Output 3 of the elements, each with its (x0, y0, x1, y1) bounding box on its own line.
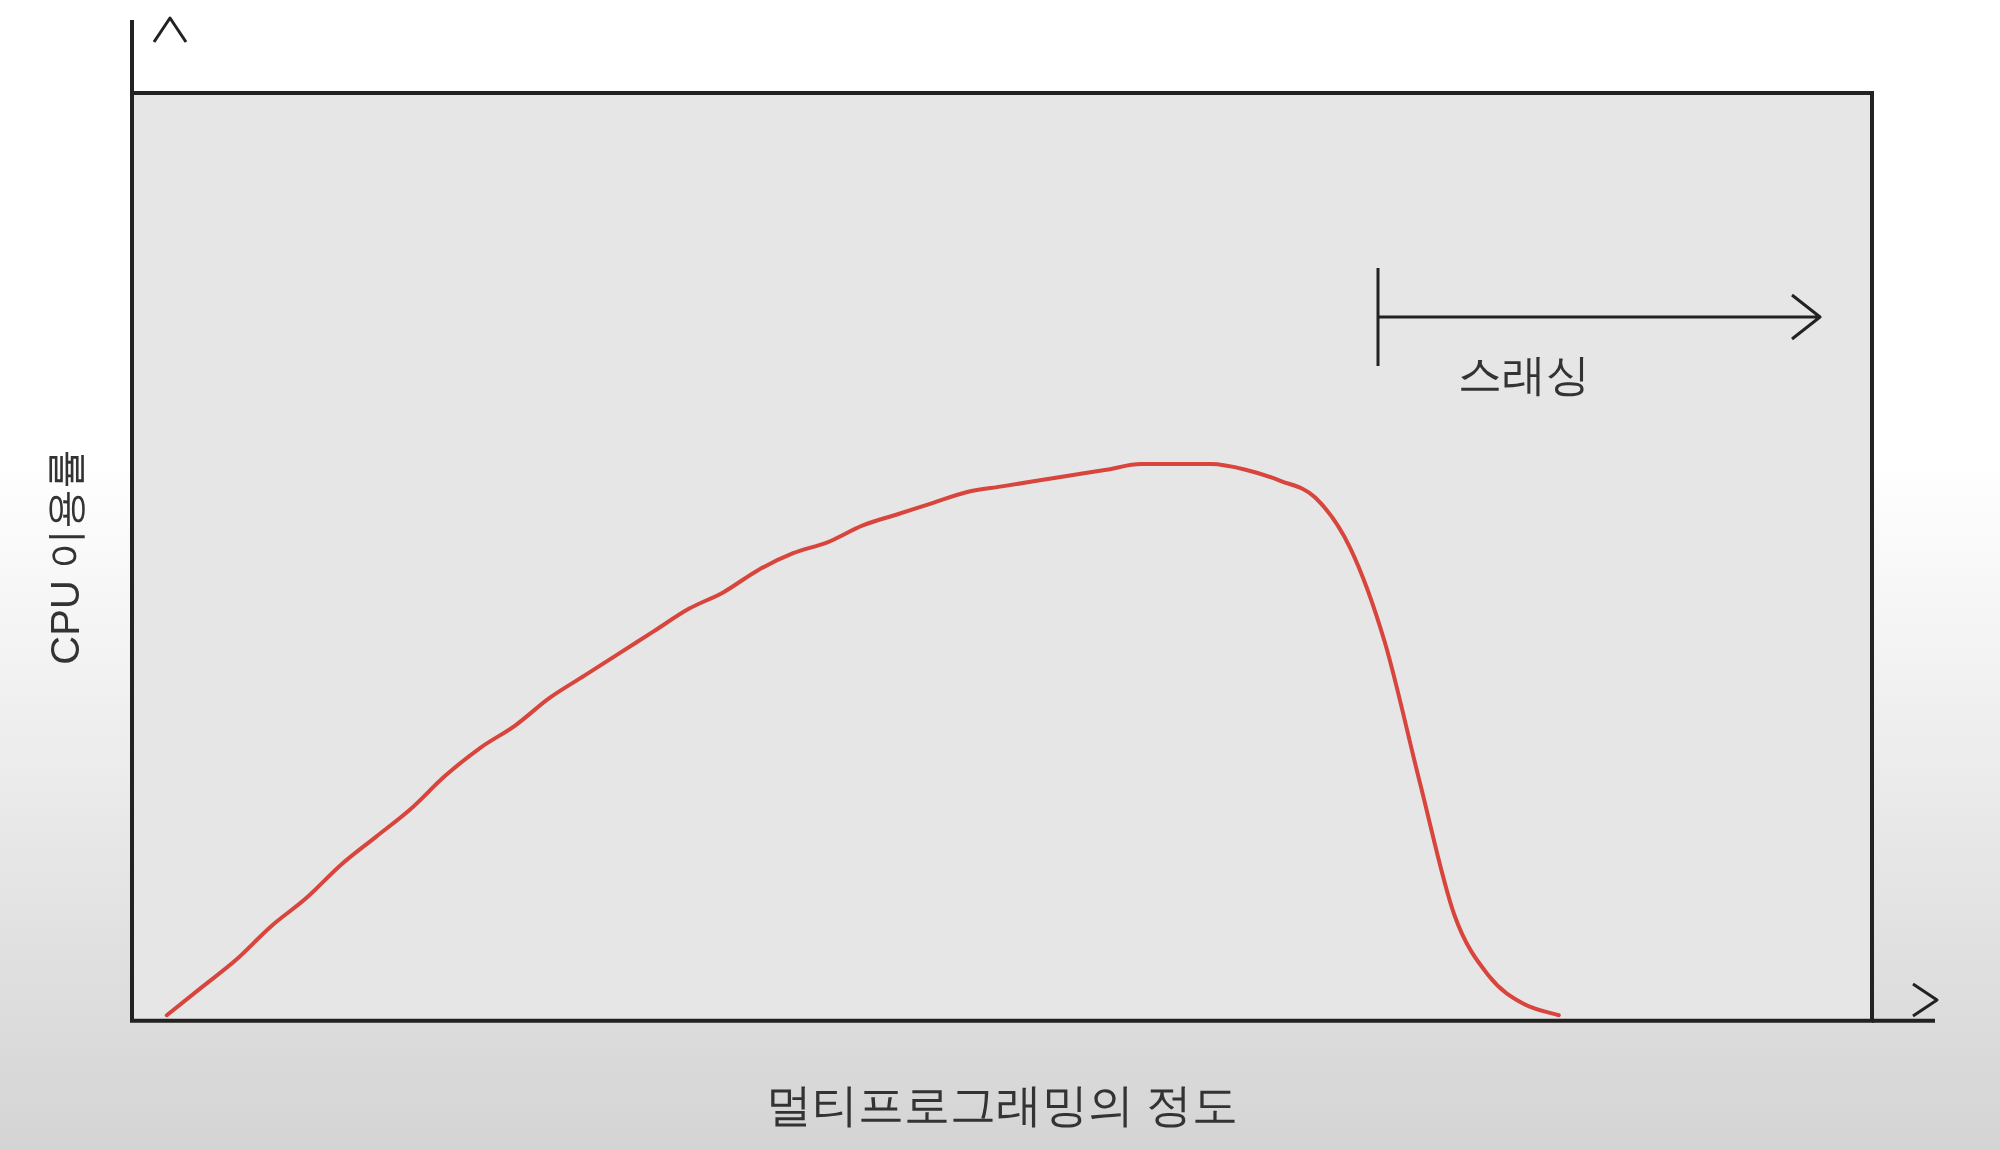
x-axis-title: 멀티프로그래밍의 정도 (765, 1079, 1239, 1132)
y-axis-title: CPU 이용률 (43, 449, 88, 665)
text: 스래싱 (1458, 350, 1590, 399)
